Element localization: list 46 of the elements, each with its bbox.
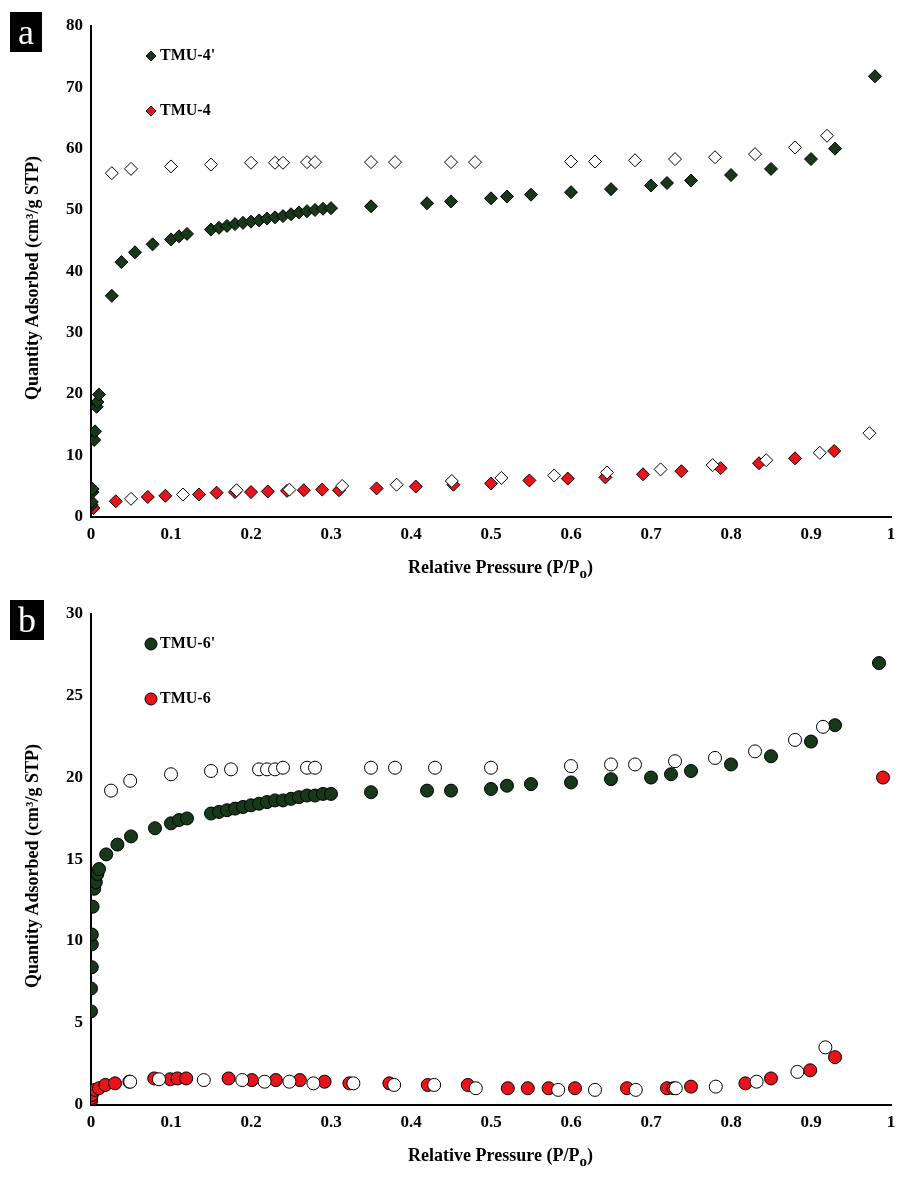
x-tick-label: 0.1	[160, 1112, 182, 1132]
x-tick-label: 0.7	[640, 524, 663, 544]
y-tick-label: 80	[66, 15, 83, 35]
y-tick-label: 60	[66, 138, 83, 158]
text: b	[10, 600, 44, 640]
x-tick-label: 0.6	[560, 524, 582, 544]
x-tick-label: 0.9	[800, 524, 822, 544]
x-tick-label: 1	[886, 1112, 896, 1132]
x-tick-label: 0.1	[160, 524, 182, 544]
x-tick-label: 0.4	[400, 1112, 423, 1132]
x-tick-label: 0.6	[560, 1112, 582, 1132]
y-axis-title: Quantity Adsorbed (cm³/g STP)	[21, 744, 43, 988]
x-tick-label: 0.5	[480, 1112, 502, 1132]
y-tick-label: 5	[74, 1012, 83, 1032]
y-tick-label: 30	[66, 322, 83, 342]
y-tick-label: 10	[66, 444, 83, 464]
y-tick-label: 25	[66, 685, 83, 705]
y-tick-label: 0	[74, 1093, 83, 1113]
x-tick-label: 0.8	[720, 1112, 742, 1132]
x-tick-label: 0.7	[640, 1112, 663, 1132]
x-tick-label: 0.5	[480, 524, 502, 544]
x-tick-label: 0.3	[320, 1112, 342, 1132]
x-tick-label: 1	[886, 524, 896, 544]
y-tick-label: 0	[74, 505, 83, 525]
y-tick-label: 20	[66, 383, 83, 403]
x-tick-label: 0.2	[240, 524, 262, 544]
x-axis-title: Relative Pressure (P/P$_{o}$)	[407, 1145, 594, 1170]
x-tick-label: 0.9	[800, 1112, 822, 1132]
y-tick-label: 50	[66, 199, 83, 219]
text: a	[10, 12, 42, 52]
y-tick-label: 15	[66, 848, 83, 868]
x-tick-label: 0.8	[720, 524, 742, 544]
y-tick-label: 70	[66, 76, 83, 96]
y-tick-label: 30	[66, 603, 83, 623]
y-tick-label: 10	[66, 930, 83, 950]
y-tick-label: 40	[66, 260, 83, 280]
x-tick-label: 0.4	[400, 524, 423, 544]
x-tick-label: 0.2	[240, 1112, 262, 1132]
y-axis-title: Quantity Adsorbed (cm³/g STP)	[21, 156, 43, 400]
y-tick-label: 20	[66, 766, 83, 786]
legend-label: TMU-6	[160, 689, 211, 707]
legend-label: TMU-4	[160, 101, 211, 119]
legend-label: TMU-6'	[160, 634, 216, 652]
legend-label: TMU-4'	[160, 46, 216, 64]
x-axis-title: Relative Pressure (P/P$_{o}$)	[407, 557, 594, 582]
x-tick-label: 0.3	[320, 524, 342, 544]
